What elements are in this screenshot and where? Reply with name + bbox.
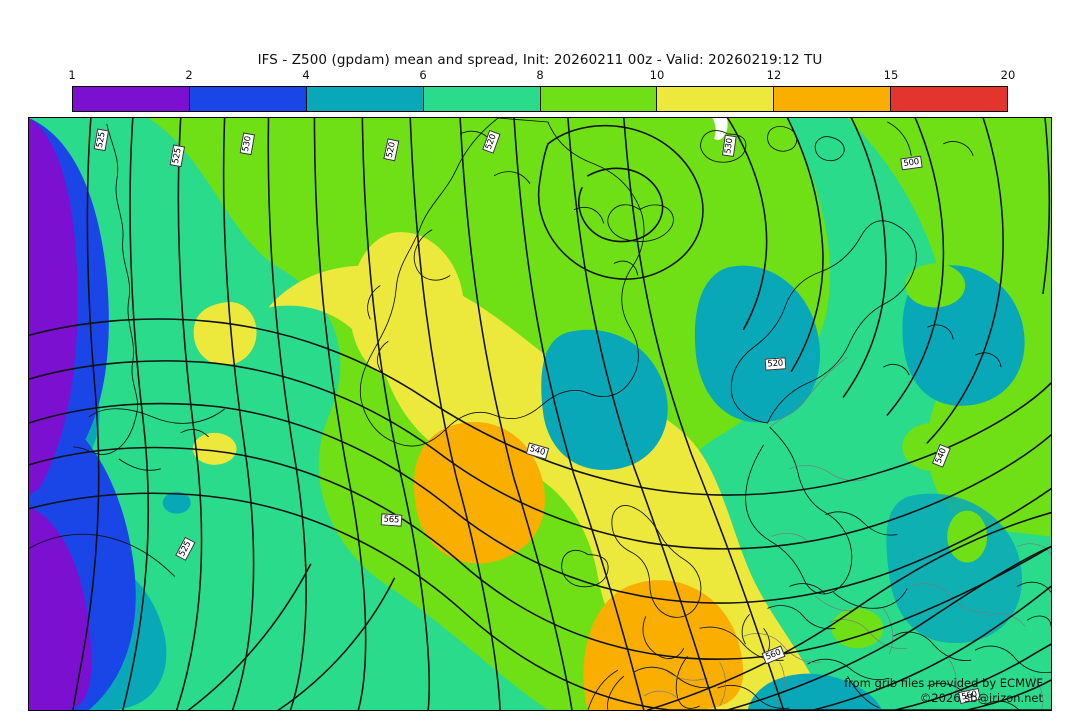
contour-label: 565 [380, 513, 403, 527]
colorbar-band-0 [73, 87, 190, 111]
colorbar-tick-5: 10 [649, 68, 665, 82]
spread-patch-small-5 [192, 432, 237, 465]
colorbar-band-5 [657, 87, 775, 111]
colorbar-band-6 [774, 87, 892, 111]
spread-patch-small-6 [831, 608, 884, 649]
colorbar-tick-8: 20 [1000, 68, 1016, 82]
map-svg [29, 118, 1051, 710]
colorbar-band-1 [189, 87, 307, 111]
spread-patch-small-2 [905, 263, 966, 308]
spread-band-purple-2 [29, 506, 92, 710]
colorbar-tick-1: 2 [185, 68, 193, 82]
spread-patch-small-8 [947, 510, 988, 563]
colorbar-tick-3: 6 [419, 68, 427, 82]
page-title: IFS - Z500 (gpdam) mean and spread, Init… [257, 52, 823, 68]
colorbar-band-2 [306, 87, 424, 111]
spread-patch-small-4 [683, 118, 716, 150]
spread-band-orange [413, 421, 545, 564]
spread-patch-small-7 [902, 422, 963, 471]
spread-band-teal-4 [886, 493, 1022, 644]
map-canvas[interactable]: 525 525 530 520 520 530 500 520 540 565 … [28, 117, 1052, 711]
colorbar-band-3 [423, 87, 541, 111]
spread-band-purple [29, 118, 78, 495]
colorbar-tick-6: 12 [766, 68, 782, 82]
colorbar-tick-labels: 1 2 4 6 8 10 12 15 20 [68, 68, 1015, 86]
colorbar-tick-0: 1 [68, 68, 76, 82]
colorbar-band-4 [540, 87, 658, 111]
spread-band-orange-2 [583, 580, 744, 710]
colorbar-bands [72, 86, 1008, 112]
height-contours [29, 118, 1051, 710]
colorbar-band-7 [891, 87, 1007, 111]
spread-band-teal [541, 329, 668, 471]
colorbar-tick-2: 4 [302, 68, 310, 82]
spread-patch-small-1 [162, 491, 191, 514]
contour-label: 520 [764, 357, 787, 371]
colorbar-tick-7: 15 [883, 68, 899, 82]
spread-band-yellow-3 [193, 301, 257, 366]
colorbar: 1 2 4 6 8 10 12 15 20 [68, 68, 1015, 112]
colorbar-tick-4: 8 [536, 68, 544, 82]
